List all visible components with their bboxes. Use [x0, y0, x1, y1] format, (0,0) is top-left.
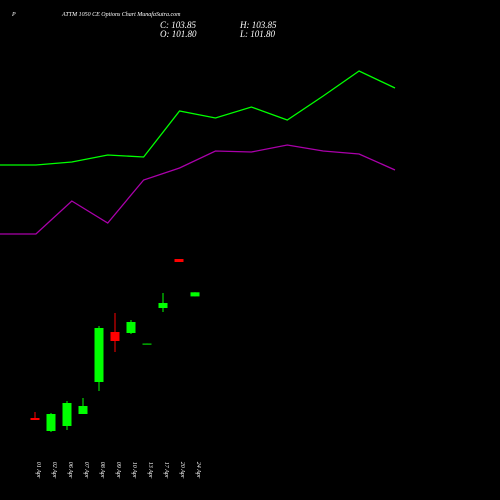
candle-body	[190, 292, 200, 297]
low-info: L: 101.80	[239, 29, 276, 39]
x-tick-label: 24 Apr	[195, 462, 202, 479]
candle-body	[142, 343, 152, 345]
candle-body	[174, 259, 184, 262]
open-info: O: 101.80	[160, 29, 197, 39]
candle-body	[78, 406, 88, 414]
x-tick-label: 10 Apr	[131, 462, 137, 479]
close-info: C: 103.85	[160, 20, 197, 30]
x-tick-label: 08 Apr	[99, 462, 105, 479]
candle-body	[110, 332, 120, 341]
x-tick-label: 01 Apr	[35, 462, 41, 479]
line	[0, 144, 396, 235]
x-tick-label: 13 Apr	[147, 462, 153, 479]
candle-body	[94, 328, 104, 382]
candle-body	[62, 403, 72, 426]
corner-label: P	[11, 12, 16, 18]
x-tick-label: 17 Apr	[163, 462, 169, 479]
x-tick-label: 09 Apr	[115, 462, 121, 479]
chart-title: ATTM 1050 CE Options Chart MunafaSutra.c…	[61, 11, 181, 18]
candle-body	[158, 303, 168, 308]
x-tick-label: 20 Apr	[179, 462, 185, 479]
high-info: H: 103.85	[239, 20, 277, 30]
candle-body	[126, 322, 136, 333]
x-tick-label: 02 Apr	[51, 462, 57, 479]
candle-body	[30, 418, 40, 420]
candle-body	[46, 414, 56, 431]
line	[0, 70, 396, 166]
x-tick-label: 06 Apr	[67, 462, 73, 479]
x-tick-label: 07 Apr	[83, 462, 89, 479]
